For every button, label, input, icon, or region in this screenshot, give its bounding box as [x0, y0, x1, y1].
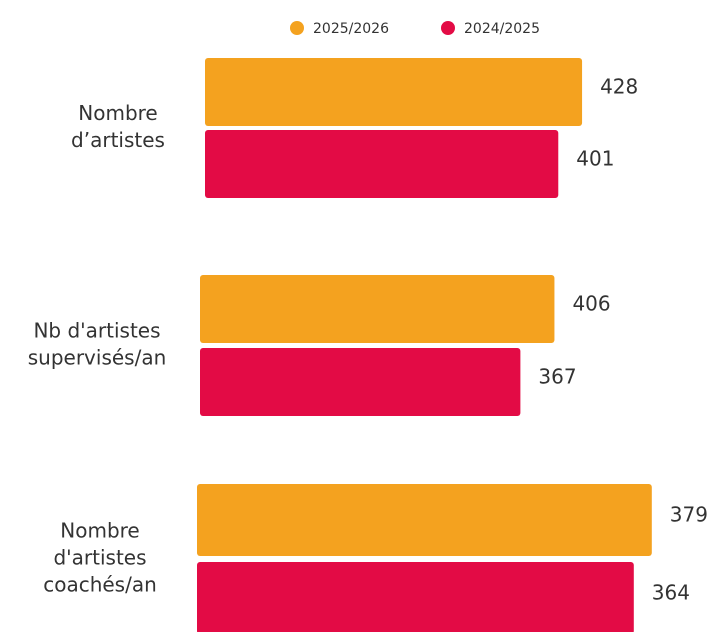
bar — [200, 348, 521, 416]
category-label: coachés/an — [43, 573, 157, 597]
category-label: Nb d'artistes — [33, 319, 160, 343]
value-label: 428 — [600, 75, 638, 99]
legend-swatch — [441, 21, 455, 35]
value-label: 379 — [670, 503, 708, 527]
category-label: supervisés/an — [28, 346, 167, 370]
category-label: Nombre — [78, 101, 157, 125]
bar — [205, 130, 559, 198]
bar — [197, 484, 652, 556]
value-label: 364 — [652, 581, 690, 605]
category-label: d’artistes — [71, 128, 165, 152]
legend-swatch — [290, 21, 304, 35]
category-label: Nombre — [60, 519, 139, 543]
legend-label: 2024/2025 — [464, 21, 540, 37]
bar — [200, 275, 555, 343]
value-label: 401 — [576, 147, 614, 171]
legend-label: 2025/2026 — [313, 21, 389, 37]
category-label: d'artistes — [53, 546, 146, 570]
value-label: 367 — [538, 365, 576, 389]
bar — [197, 562, 634, 632]
bar — [205, 58, 583, 126]
value-label: 406 — [572, 292, 610, 316]
